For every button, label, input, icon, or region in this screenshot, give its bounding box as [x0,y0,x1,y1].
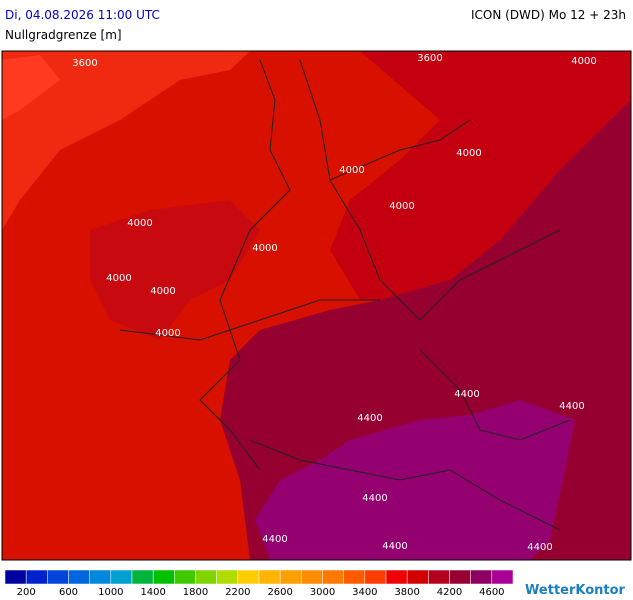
legend-swatch [258,569,281,585]
legend-swatch [470,569,493,585]
legend-swatch [195,569,217,585]
contour-label: 4400 [382,541,407,552]
legend-label: 1000 [98,587,123,598]
legend-swatch [449,569,471,585]
contour-label: 4000 [155,328,180,339]
map-area [1,50,632,561]
contour-label: 4400 [357,413,382,424]
contour-label: 4400 [362,493,387,504]
contour-label: 4000 [571,56,596,67]
contour-label: 4000 [389,201,414,212]
legend-swatch [491,569,514,585]
legend-label: 200 [17,587,36,598]
legend-label: 4600 [479,587,504,598]
legend-swatch [25,569,48,585]
legend-swatch [131,569,154,585]
legend-swatch [237,569,260,585]
legend-swatch [322,569,344,585]
legend-swatch [343,569,366,585]
legend-label: 1800 [183,587,208,598]
contour-label: 3600 [417,53,442,64]
legend-swatch [216,569,239,585]
legend-swatch [364,569,387,585]
legend-swatch [385,569,408,585]
contour-label: 4400 [527,542,552,553]
legend-swatch [406,569,429,585]
legend-swatch [152,569,175,585]
contour-label: 4400 [559,401,584,412]
contour-label: 4000 [252,243,277,254]
contour-label: 4000 [150,286,175,297]
contour-label: 4000 [127,218,152,229]
legend-label: 2200 [225,587,250,598]
legend-label: 3400 [352,587,377,598]
legend-swatch [47,569,69,585]
legend-label: 3800 [394,587,419,598]
legend-swatch [68,569,90,585]
legend-swatch [428,569,450,585]
legend-label: 1400 [140,587,165,598]
legend-swatch [110,569,133,585]
contour-label: 4000 [456,148,481,159]
legend-swatch [301,569,323,585]
title: Nullgradgrenze [m] [5,28,122,42]
contour-label: 3600 [72,58,97,69]
legend-swatch [174,569,196,585]
model-label: ICON (DWD) Mo 12 + 23h [471,8,626,22]
contour-label: 4000 [339,165,364,176]
legend-label: 3000 [310,587,335,598]
logo: WetterKontor [525,583,626,598]
date-label: Di, 04.08.2026 11:00 UTC [5,8,160,22]
contour-label: 4400 [454,389,479,400]
legend-label: 600 [59,587,78,598]
legend-label: 2600 [267,587,292,598]
legend-swatch [4,569,27,585]
legend-label: 4200 [437,587,462,598]
legend-swatch [279,569,302,585]
contour-label: 4000 [106,273,131,284]
contour-label: 4400 [262,534,287,545]
legend-swatch [89,569,112,585]
